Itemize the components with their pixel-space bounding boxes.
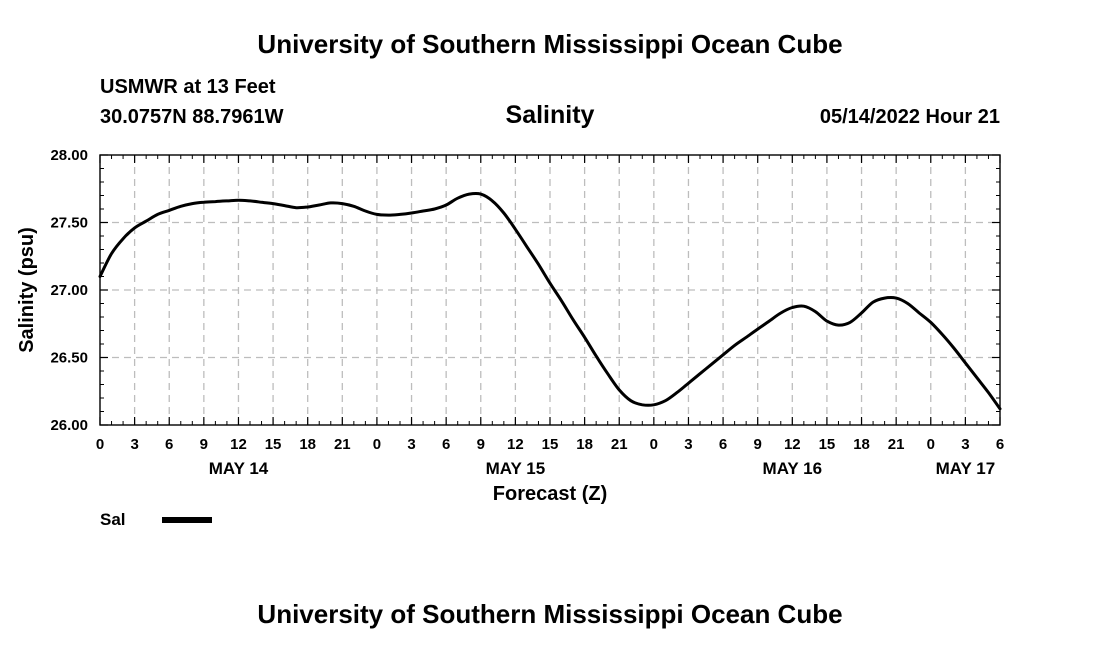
x-tick-label: 3: [407, 436, 415, 453]
x-tick-label: 15: [819, 436, 836, 453]
station-name: USMWR at 13 Feet: [100, 76, 276, 98]
x-tick-label: 12: [784, 436, 801, 453]
x-axis-label: Forecast (Z): [493, 483, 607, 505]
forecast-datetime: 05/14/2022 Hour 21: [819, 106, 1000, 128]
y-tick-label: 27.50: [50, 215, 88, 232]
x-tick-label: 12: [230, 436, 247, 453]
x-tick-label: 18: [853, 436, 870, 453]
x-tick-label: 3: [684, 436, 692, 453]
x-tick-label: 21: [611, 436, 628, 453]
x-tick-label: 9: [477, 436, 485, 453]
x-day-label: MAY 14: [209, 459, 269, 478]
x-tick-label: 6: [442, 436, 450, 453]
x-tick-label: 12: [507, 436, 524, 453]
x-tick-label: 6: [719, 436, 727, 453]
x-day-label: MAY 17: [936, 459, 996, 478]
y-axis-label: Salinity (psu): [16, 227, 38, 353]
legend-label-sal: Sal: [100, 510, 126, 529]
y-tick-label: 26.00: [50, 417, 88, 434]
x-tick-label: 18: [576, 436, 593, 453]
chart-grid: [100, 155, 1000, 425]
legend: Sal: [100, 510, 212, 529]
x-tick-label: 6: [996, 436, 1004, 453]
x-tick-label: 0: [650, 436, 658, 453]
plot-frame: [99, 154, 1001, 426]
series-line-sal: [98, 191, 1002, 411]
x-tick-label: 3: [961, 436, 969, 453]
x-tick-label: 6: [165, 436, 173, 453]
y-tick-label: 28.00: [50, 147, 88, 164]
x-day-label: MAY 15: [486, 459, 546, 478]
x-tick-label: 0: [927, 436, 935, 453]
x-day-label: MAY 16: [763, 459, 823, 478]
x-tick-label: 9: [754, 436, 762, 453]
chart-tick-labels: 0 3 6 9 12 15 18 21 0 3 6 9 12 15 18 21 0 3 6 9 12 15 18 21 0 3 6 2…: [50, 147, 1004, 478]
chart-footer-title: University of Southern Mississippi Ocean…: [257, 599, 843, 629]
x-tick-label: 3: [130, 436, 138, 453]
y-tick-label: 27.00: [50, 282, 88, 299]
x-tick-label: 18: [299, 436, 316, 453]
y-tick-label: 26.50: [50, 350, 88, 367]
x-tick-label: 0: [373, 436, 381, 453]
variable-title: Salinity: [505, 101, 595, 129]
station-coordinates: 30.0757N 88.7961W: [100, 106, 284, 128]
x-tick-label: 15: [542, 436, 559, 453]
x-tick-label: 21: [888, 436, 905, 453]
x-tick-label: 9: [200, 436, 208, 453]
x-tick-label: 15: [265, 436, 282, 453]
x-tick-label: 0: [96, 436, 104, 453]
x-tick-label: 21: [334, 436, 351, 453]
chart-main-title: University of Southern Mississippi Ocean…: [257, 29, 843, 59]
